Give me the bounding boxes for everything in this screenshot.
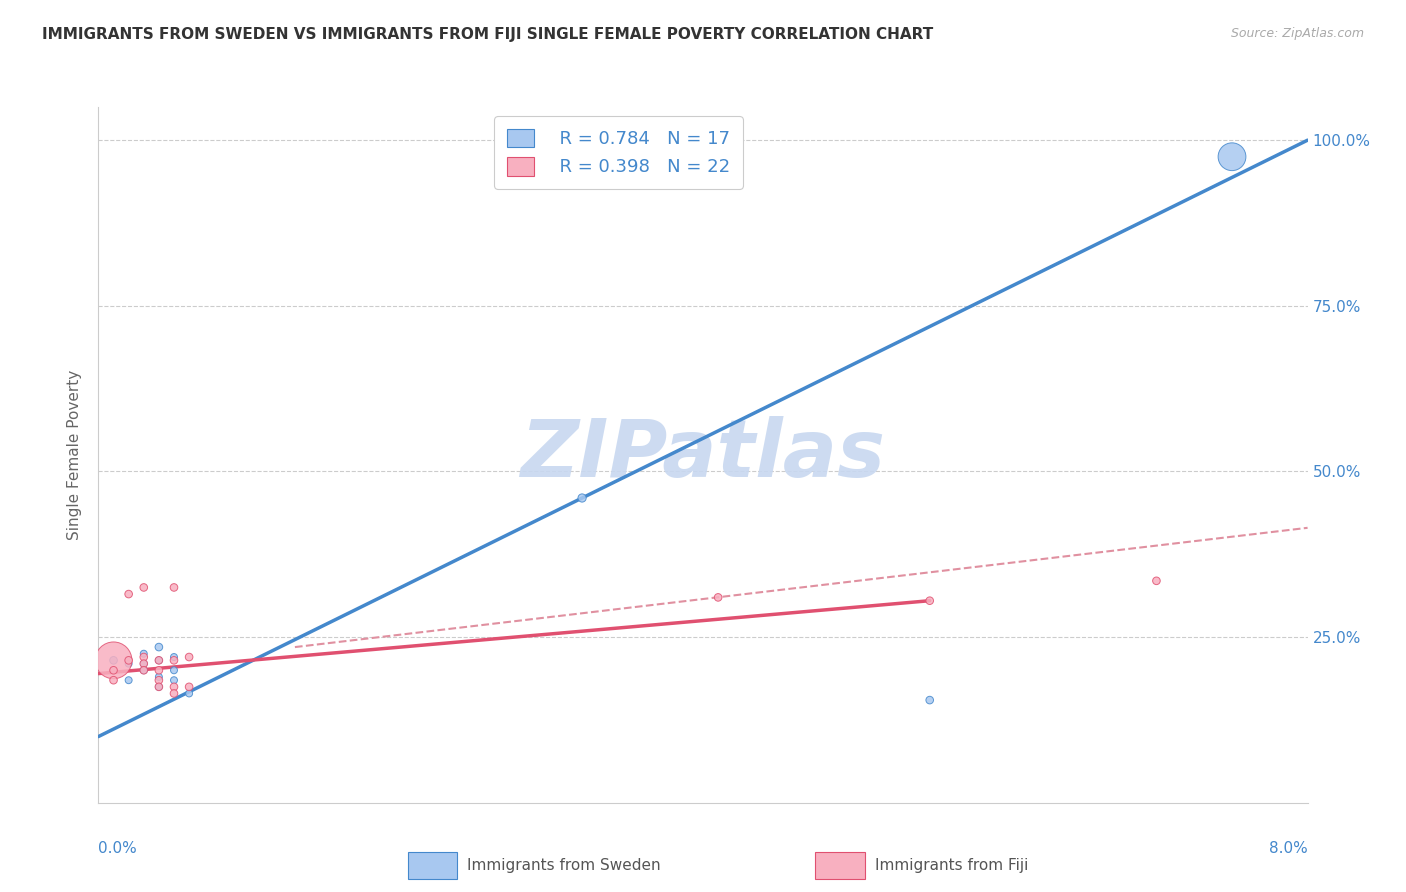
Point [163, 663, 186, 677]
Point [148, 673, 170, 688]
Point [103, 653, 125, 667]
Point [179, 686, 201, 700]
Legend:   R = 0.784   N = 17,   R = 0.398   N = 22: R = 0.784 N = 17, R = 0.398 N = 22 [494, 116, 742, 189]
Point [163, 680, 186, 694]
Point [148, 680, 170, 694]
Point [118, 653, 141, 667]
Text: Immigrants from Fiji: Immigrants from Fiji [875, 858, 1028, 872]
Point [163, 673, 186, 688]
Point [132, 663, 155, 677]
Point [148, 653, 170, 667]
Point [132, 657, 155, 671]
Point [103, 673, 125, 688]
Text: Source: ZipAtlas.com: Source: ZipAtlas.com [1230, 27, 1364, 40]
Point [163, 581, 186, 595]
Point [148, 680, 170, 694]
Point [118, 587, 141, 601]
Point [103, 653, 125, 667]
Point [148, 640, 170, 654]
Point [179, 650, 201, 665]
Text: 8.0%: 8.0% [1268, 841, 1308, 856]
Text: 0.0%: 0.0% [98, 841, 138, 856]
Point [132, 650, 155, 665]
Point [571, 491, 593, 505]
Point [132, 647, 155, 661]
Point [707, 591, 730, 605]
Point [163, 653, 186, 667]
Point [132, 581, 155, 595]
Text: ZIPatlas: ZIPatlas [520, 416, 886, 494]
Point [918, 693, 941, 707]
Point [118, 673, 141, 688]
Text: Immigrants from Sweden: Immigrants from Sweden [467, 858, 661, 872]
Point [118, 657, 141, 671]
Point [163, 650, 186, 665]
Point [163, 686, 186, 700]
Point [103, 663, 125, 677]
Point [132, 663, 155, 677]
Text: IMMIGRANTS FROM SWEDEN VS IMMIGRANTS FROM FIJI SINGLE FEMALE POVERTY CORRELATION: IMMIGRANTS FROM SWEDEN VS IMMIGRANTS FRO… [42, 27, 934, 42]
Point [918, 593, 941, 607]
Point [179, 680, 201, 694]
Y-axis label: Single Female Poverty: Single Female Poverty [67, 370, 83, 540]
Point [148, 653, 170, 667]
Point [132, 657, 155, 671]
Point [1220, 150, 1243, 164]
Point [1146, 574, 1168, 588]
Point [148, 663, 170, 677]
Point [148, 670, 170, 684]
